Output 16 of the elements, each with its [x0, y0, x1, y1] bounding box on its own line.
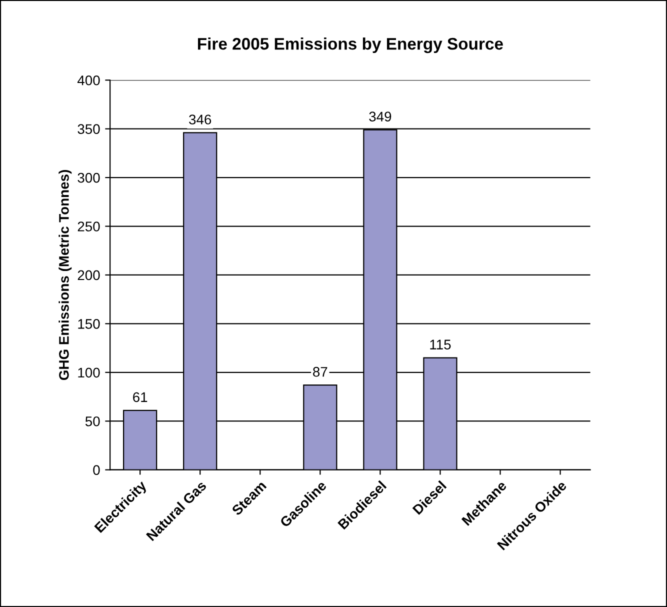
data-label: 61 — [133, 392, 148, 402]
y-tick-label: 250 — [78, 222, 100, 232]
y-tick-label: 0 — [93, 465, 100, 475]
y-tick-label: 300 — [78, 172, 100, 183]
y-tick-label: 350 — [78, 124, 100, 134]
y-tick-label: 200 — [78, 270, 100, 280]
y-tick-label: 100 — [78, 368, 100, 378]
y-tick-label: 400 — [77, 75, 100, 86]
y-tick-label: 150 — [78, 319, 100, 329]
data-label: 346 — [189, 114, 212, 124]
y-tick-label: 50 — [85, 416, 100, 426]
data-label: 115 — [430, 340, 451, 350]
data-label: 87 — [313, 366, 328, 377]
chart-title: Fire 2005 Emissions by Energy Source — [198, 37, 503, 54]
data-label: 349 — [369, 112, 392, 122]
y-axis-title: GHG Emissions (Metric Tonnes) — [58, 170, 72, 380]
